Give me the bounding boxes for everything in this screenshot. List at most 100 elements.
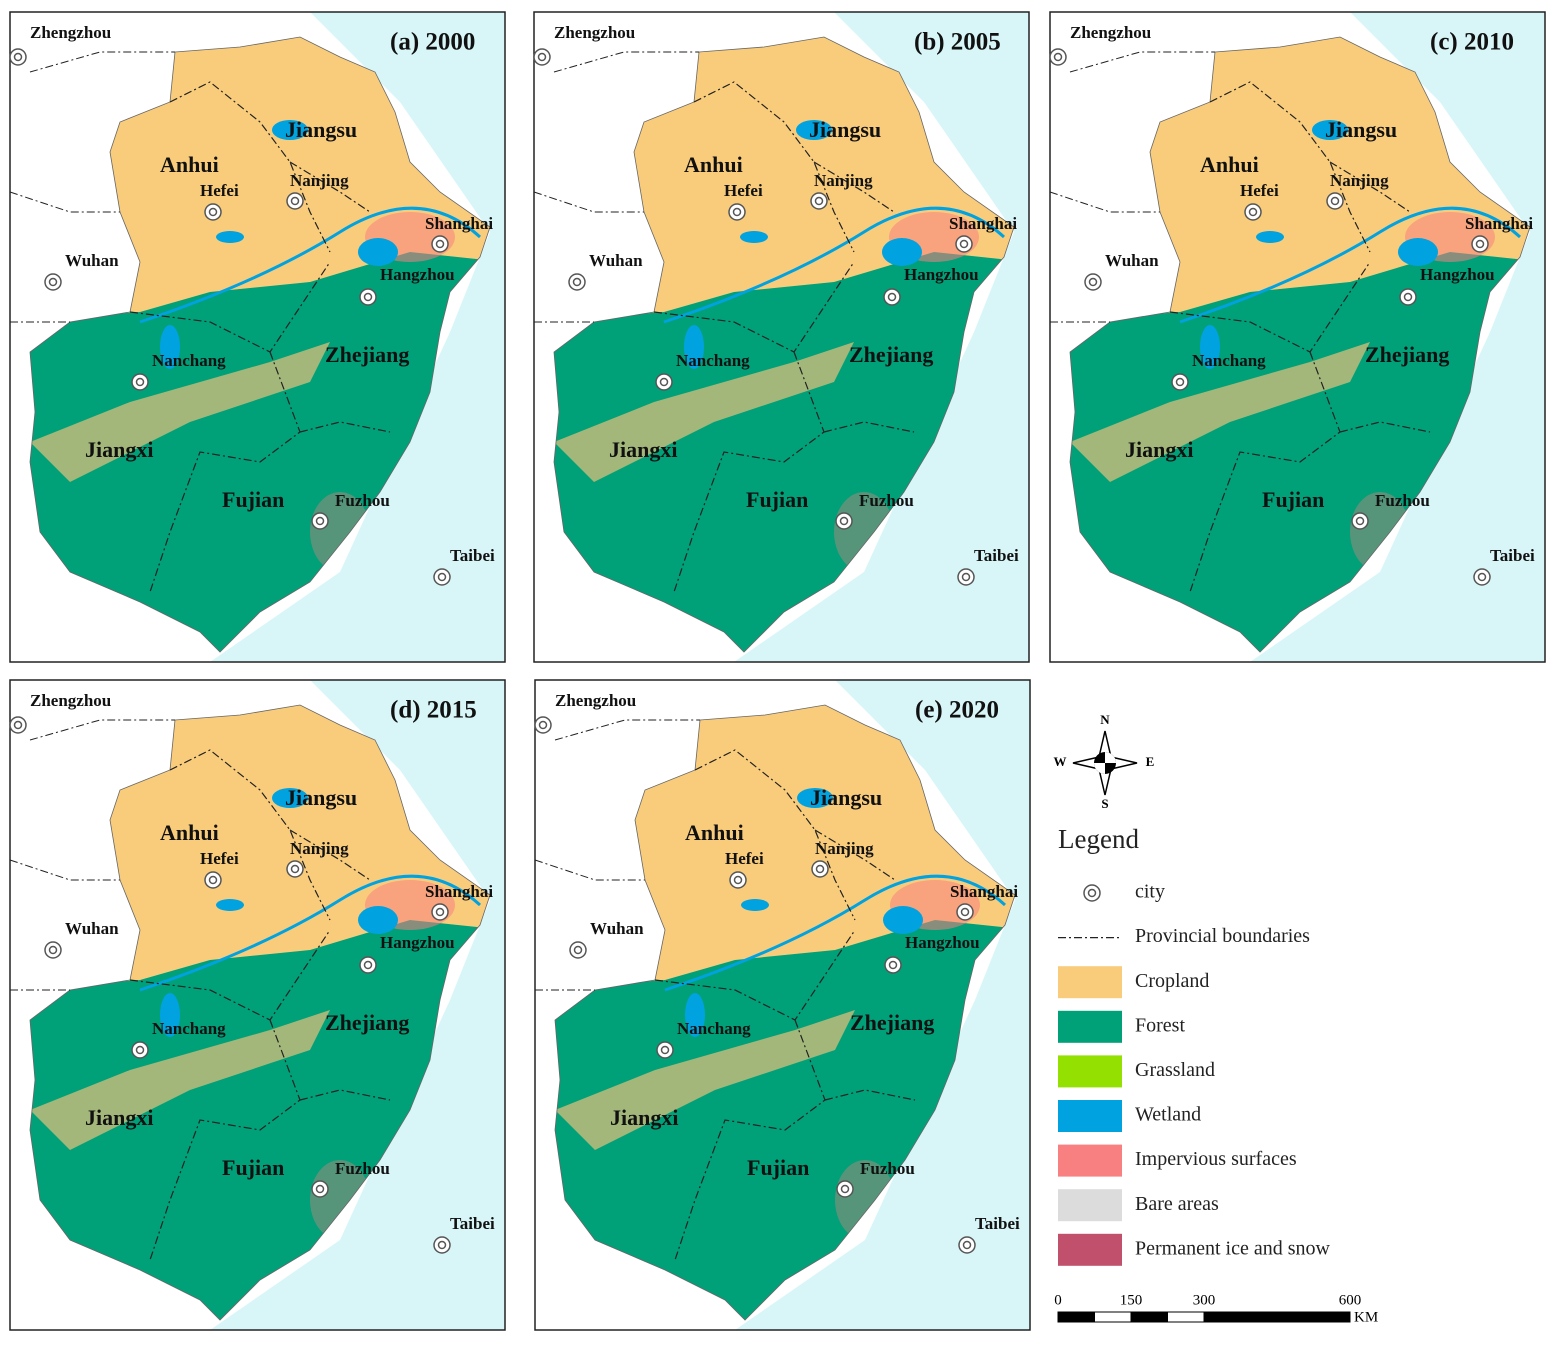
city-label: Nanchang bbox=[152, 351, 226, 370]
outer-boundary bbox=[9, 51, 175, 323]
lake bbox=[216, 899, 244, 911]
city-symbol-core bbox=[437, 1240, 447, 1250]
city-label: Wuhan bbox=[589, 251, 643, 270]
lake bbox=[272, 788, 308, 808]
panel-frame bbox=[9, 679, 506, 1331]
province-label: Fujian bbox=[746, 487, 808, 512]
lake bbox=[1312, 120, 1348, 140]
city-symbol-core bbox=[208, 875, 218, 885]
city-symbol bbox=[957, 568, 975, 586]
compass-center-light bbox=[1094, 752, 1116, 774]
panel-title: (a) 2000 bbox=[390, 29, 475, 56]
city-label: Zhengzhou bbox=[554, 23, 635, 42]
city-symbol bbox=[359, 288, 377, 306]
province-label: Jiangsu bbox=[285, 785, 357, 810]
city-symbol-core bbox=[363, 960, 373, 970]
provincial-boundary bbox=[129, 81, 391, 593]
city-symbol-core bbox=[290, 196, 300, 206]
city-label: Hefei bbox=[200, 181, 239, 200]
scale-segment bbox=[1130, 1311, 1168, 1323]
province-label: Jiangxi bbox=[1125, 437, 1193, 462]
city-symbol-core bbox=[315, 516, 325, 526]
city-symbol bbox=[1471, 235, 1489, 253]
city-label: Nanjing bbox=[814, 171, 873, 190]
city-label: Fuzhou bbox=[860, 1159, 915, 1178]
city-label: Fuzhou bbox=[859, 491, 914, 510]
city-symbol bbox=[131, 373, 149, 391]
city-symbol-core bbox=[48, 277, 58, 287]
city-label: Zhengzhou bbox=[30, 691, 111, 710]
province-label: Zhejiang bbox=[849, 342, 933, 367]
lake bbox=[216, 231, 244, 243]
city-symbol-core bbox=[814, 196, 824, 206]
city-label: Wuhan bbox=[65, 919, 119, 938]
lake bbox=[160, 325, 180, 369]
city-symbol bbox=[1084, 273, 1102, 291]
city-symbol bbox=[656, 1041, 674, 1059]
sea bbox=[1250, 12, 1545, 662]
city-symbol-core bbox=[208, 207, 218, 217]
panel-title: (d) 2015 bbox=[390, 697, 477, 724]
provincial-boundary bbox=[653, 81, 915, 593]
lake bbox=[684, 325, 704, 369]
city-symbol-core bbox=[1355, 516, 1365, 526]
city-symbol-core bbox=[1248, 207, 1258, 217]
province-label: Fujian bbox=[222, 487, 284, 512]
city-symbol bbox=[433, 568, 451, 586]
city-label: Taibei bbox=[974, 546, 1019, 565]
city-symbol-core bbox=[435, 239, 445, 249]
provincial-boundary bbox=[654, 749, 916, 1261]
city-symbol-core bbox=[435, 907, 445, 917]
city-label: Hangzhou bbox=[380, 265, 455, 284]
city-label: Hangzhou bbox=[904, 265, 979, 284]
city-symbol bbox=[1049, 48, 1067, 66]
city-symbol-core bbox=[962, 1240, 972, 1250]
city-symbol bbox=[884, 956, 902, 974]
city-symbol-core bbox=[1403, 292, 1413, 302]
city-symbol bbox=[1326, 192, 1344, 210]
sea bbox=[210, 12, 505, 662]
city-symbol-core bbox=[733, 875, 743, 885]
lake bbox=[796, 120, 832, 140]
city-label: Nanjing bbox=[815, 839, 874, 858]
city-label: Zhengzhou bbox=[555, 691, 636, 710]
lake bbox=[882, 238, 922, 266]
land-outline bbox=[554, 704, 1016, 1321]
river bbox=[1179, 206, 1522, 324]
city-symbol-core bbox=[537, 52, 547, 62]
city-symbol bbox=[534, 716, 552, 734]
scale-label: 600 bbox=[1339, 1292, 1362, 1308]
province-label: Jiangsu bbox=[810, 785, 882, 810]
city-label: Fuzhou bbox=[1375, 491, 1430, 510]
panel-frame bbox=[533, 11, 1030, 663]
lake bbox=[740, 231, 768, 243]
city-symbol bbox=[1171, 373, 1189, 391]
province-label: Fujian bbox=[1262, 487, 1324, 512]
city-symbol-core bbox=[315, 1184, 325, 1194]
cropland-valley bbox=[30, 1010, 330, 1150]
legend-swatch bbox=[1058, 1010, 1122, 1043]
city-symbol-core bbox=[572, 277, 582, 287]
cropland-valley bbox=[30, 342, 330, 482]
legend-swatch bbox=[1058, 966, 1122, 999]
city-label: Shanghai bbox=[1465, 214, 1533, 233]
province-label: Jiangsu bbox=[285, 117, 357, 142]
legend-swatch bbox=[1058, 1100, 1122, 1132]
city-symbol bbox=[655, 373, 673, 391]
legend-label: Bare areas bbox=[1135, 1193, 1219, 1215]
city-label: Hefei bbox=[200, 849, 239, 868]
province-label: Jiangxi bbox=[610, 1105, 678, 1130]
legend-swatch bbox=[1058, 1189, 1122, 1222]
cropland-valley bbox=[554, 342, 854, 482]
city-symbol-core bbox=[839, 516, 849, 526]
city-symbol-core bbox=[48, 945, 58, 955]
scale-segment bbox=[1167, 1311, 1205, 1323]
city-label: Nanchang bbox=[1192, 351, 1266, 370]
city-symbol bbox=[1244, 203, 1262, 221]
city-label: Nanchang bbox=[677, 1019, 751, 1038]
legend-label: Wetland bbox=[1135, 1104, 1201, 1126]
city-label: Taibei bbox=[450, 546, 495, 565]
compass-letter: E bbox=[1146, 754, 1155, 769]
